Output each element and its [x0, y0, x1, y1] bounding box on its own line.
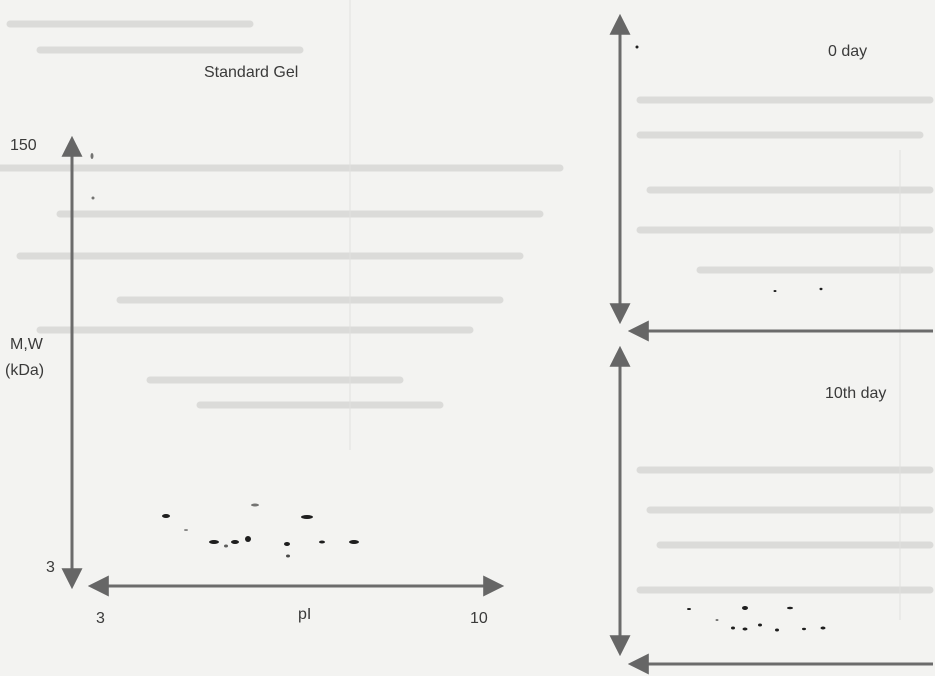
standard-gel-spots	[90, 153, 359, 558]
day10-title: 10th day	[825, 385, 887, 402]
day0-title: 0 day	[828, 43, 868, 60]
standard-gel-title: Standard Gel	[204, 64, 299, 81]
y-axis-tick-3: 3	[46, 559, 55, 576]
x-axis-tick-3: 3	[96, 610, 105, 627]
day0-spots	[635, 45, 823, 292]
y-axis-label-kda: (kDa)	[5, 362, 45, 379]
x-axis-tick-10: 10	[470, 610, 488, 627]
x-axis-label-pi: pI	[298, 606, 312, 623]
day10-spots	[687, 606, 826, 632]
y-axis-tick-150: 150	[10, 137, 37, 154]
y-axis-label-mw: M,W	[10, 336, 43, 353]
